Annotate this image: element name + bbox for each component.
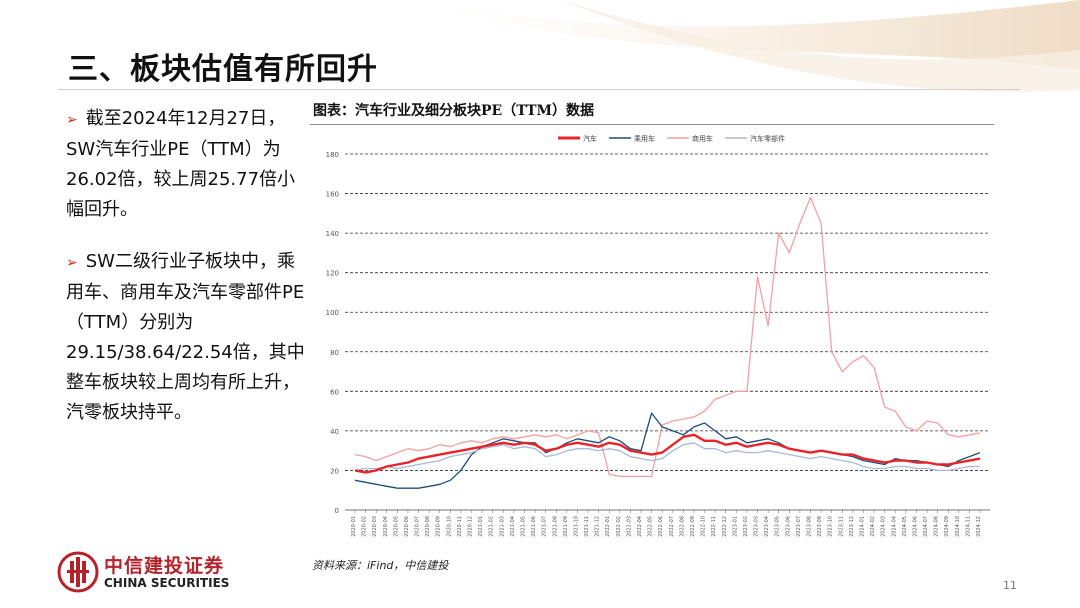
x-tick-label: 2021-04 <box>510 516 516 537</box>
x-tick-label: 2022-04 <box>637 516 643 537</box>
series-line-3 <box>354 196 981 478</box>
x-tick-label: 2023-09 <box>817 516 823 537</box>
x-tick-label: 2024-06 <box>912 516 918 537</box>
y-tick-label: 40 <box>330 428 339 436</box>
x-tick-label: 2022-05 <box>648 516 654 537</box>
x-tick-label: 2022-07 <box>669 516 675 537</box>
x-tick-label: 2020-05 <box>393 516 399 537</box>
y-tick-label: 120 <box>326 270 339 278</box>
source-note: 资料来源：iFind，中信建投 <box>312 559 449 572</box>
x-tick-label: 2023-06 <box>785 516 791 537</box>
x-tick-label: 2024-03 <box>881 516 887 537</box>
x-tick-label: 2021-05 <box>520 516 526 537</box>
y-tick-label: 80 <box>330 349 339 357</box>
x-tick-label: 2023-11 <box>838 516 844 537</box>
legend-label: 汽车零部件 <box>750 134 785 143</box>
citic-logo-icon <box>57 551 99 593</box>
y-tick-label: 140 <box>326 230 339 238</box>
x-tick-label: 2024-07 <box>923 516 929 537</box>
x-tick-label: 2022-09 <box>690 516 696 537</box>
x-tick-label: 2021-10 <box>573 516 579 537</box>
x-tick-label: 2020-01 <box>351 516 357 537</box>
y-tick-label: 160 <box>326 191 339 199</box>
bullet-arrow-icon: ➢ <box>66 112 78 128</box>
x-tick-label: 2020-12 <box>468 516 474 537</box>
x-tick-label: 2020-06 <box>404 516 410 537</box>
bullet-item: ➢ 截至2024年12月27日，SW汽车行业PE（TTM）为26.02倍，较上周2… <box>66 104 306 225</box>
x-tick-label: 2024-04 <box>891 516 897 537</box>
legend-label: 乘用车 <box>634 134 655 143</box>
x-tick-label: 2024-02 <box>870 516 876 537</box>
x-tick-label: 2023-12 <box>849 516 855 537</box>
logo-chinese-text: 中信建投证券 <box>104 555 225 577</box>
y-tick-label: 60 <box>330 388 339 396</box>
x-tick-label: 2021-07 <box>542 516 548 537</box>
x-tick-label: 2023-07 <box>796 516 802 537</box>
x-tick-label: 2021-03 <box>499 516 505 537</box>
bullet-text: SW二级行业子板块中，乘用车、商用车及汽车零部件PE（TTM）分别为29.15/… <box>66 251 305 423</box>
x-tick-label: 2023-08 <box>807 516 813 537</box>
x-tick-label: 2024-12 <box>976 516 982 537</box>
y-tick-label: 100 <box>326 309 339 317</box>
x-tick-label: 2020-04 <box>383 516 389 537</box>
bullet-arrow-icon: ➢ <box>66 255 78 271</box>
series-line-1 <box>354 433 981 474</box>
x-tick-label: 2020-10 <box>446 516 452 537</box>
x-tick-label: 2023-03 <box>754 516 760 537</box>
slide-title: 三、板块估值有所回升 <box>68 52 378 87</box>
x-tick-label: 2023-10 <box>828 516 834 537</box>
logo-english-text: CHINA SECURITIES <box>104 576 230 590</box>
x-tick-label: 2022-11 <box>711 516 717 537</box>
chart-panel: 图表：汽车行业及细分板块PE（TTM）数据 0 20 40 60 80 100 120 140… <box>310 94 994 572</box>
company-logo: 中信建投证券 CHINA SECURITIES <box>56 548 256 596</box>
x-tick-label: 2022-02 <box>616 516 622 537</box>
series-line-2 <box>354 412 981 489</box>
x-tick-label: 2020-02 <box>362 516 368 537</box>
chart-caption: 图表：汽车行业及细分板块PE（TTM）数据 <box>313 103 595 119</box>
x-tick-label: 2023-02 <box>743 516 749 537</box>
x-tick-label: 2022-06 <box>658 516 664 537</box>
x-tick-label: 2023-04 <box>764 516 770 537</box>
title-divider <box>58 89 1020 90</box>
x-tick-label: 2022-08 <box>679 516 685 537</box>
x-tick-label: 2023-05 <box>775 516 781 537</box>
x-tick-label: 2021-12 <box>595 516 601 537</box>
page-number: 11 <box>1003 579 1017 592</box>
y-tick-label: 20 <box>330 467 339 475</box>
x-tick-label: 2021-08 <box>552 516 558 537</box>
bullet-list: ➢ 截至2024年12月27日，SW汽车行业PE（TTM）为26.02倍，较上周2… <box>66 104 306 450</box>
y-tick-label: 0 <box>335 507 339 515</box>
x-tick-label: 2020-09 <box>436 516 442 537</box>
x-tick-label: 2020-07 <box>415 516 421 537</box>
x-tick-label: 2022-03 <box>626 516 632 537</box>
x-tick-label: 2024-10 <box>955 516 961 537</box>
x-tick-label: 2021-09 <box>563 516 569 537</box>
y-tick-label: 180 <box>326 151 339 159</box>
x-tick-label: 2020-11 <box>457 516 463 537</box>
x-tick-label: 2021-02 <box>489 516 495 537</box>
bullet-text: 截至2024年12月27日，SW汽车行业PE（TTM）为26.02倍，较上周25… <box>66 108 296 220</box>
x-tick-label: 2021-01 <box>478 516 484 537</box>
pe-line-chart: 0 20 40 60 80 100 120 140 160 180 2020-01 2020-02 20… <box>326 134 990 537</box>
x-tick-label: 2024-09 <box>944 516 950 537</box>
x-tick-label: 2021-06 <box>531 516 537 537</box>
x-tick-label: 2022-01 <box>605 516 611 537</box>
series-line-4 <box>354 442 980 472</box>
legend-label: 汽车 <box>583 134 597 143</box>
x-tick-label: 2022-10 <box>701 516 707 537</box>
x-tick-label: 2023-01 <box>732 516 738 537</box>
bullet-item: ➢ SW二级行业子板块中，乘用车、商用车及汽车零部件PE（TTM）分别为29.15… <box>66 247 306 428</box>
x-tick-label: 2022-12 <box>722 516 728 537</box>
x-tick-label: 2024-11 <box>965 516 971 537</box>
x-tick-label: 2024-05 <box>902 516 908 537</box>
x-tick-label: 2020-03 <box>372 516 378 537</box>
x-tick-label: 2024-08 <box>934 516 940 537</box>
caption-divider <box>310 124 994 125</box>
x-tick-label: 2020-08 <box>425 516 431 537</box>
x-tick-label: 2024-01 <box>859 516 865 537</box>
legend-label: 商用车 <box>692 134 713 143</box>
x-tick-label: 2021-11 <box>584 516 590 537</box>
